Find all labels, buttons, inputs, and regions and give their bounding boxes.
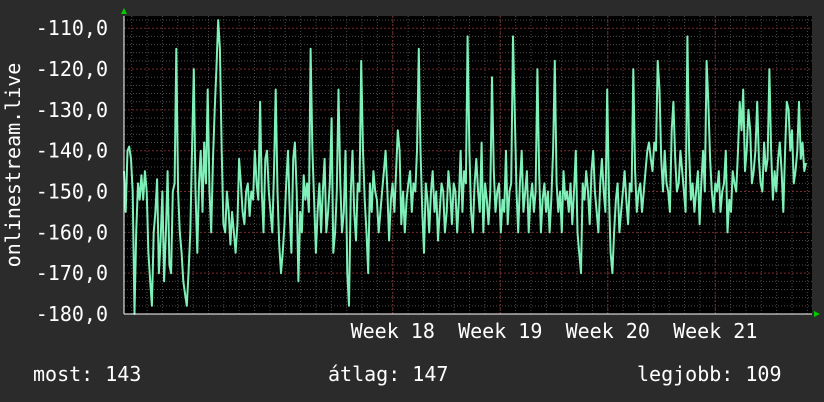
stat-best-label: legjobb: [637, 362, 734, 386]
y-tick-label: -150,0 [36, 180, 108, 204]
stat-average: átlag: 147 [328, 362, 448, 386]
y-axis-ticks: -110,0 -120,0 -130,0 -140,0 -150,0 -160,0 -170… [36, 16, 108, 326]
line-chart: -110,0 -120,0 -130,0 -140,0 -150,0 -160,0 -170… [1, 8, 820, 343]
x-tick-label: Week 20 [566, 319, 650, 343]
series-line [123, 19, 807, 315]
x-axis-arrow-icon [814, 311, 820, 317]
stat-current: most: 143 [33, 362, 141, 386]
axes [121, 8, 820, 317]
y-tick-label: -130,0 [36, 98, 108, 122]
stat-current-value: 143 [105, 362, 142, 386]
y-axis-arrow-icon [121, 8, 127, 14]
y-tick-label: -140,0 [36, 139, 108, 163]
y-axis-label: onlinestream.live [1, 63, 25, 268]
y-tick-label: -110,0 [36, 16, 108, 40]
y-tick-label: -180,0 [36, 302, 108, 326]
x-tick-label: Week 21 [673, 319, 757, 343]
y-tick-label: -120,0 [36, 57, 108, 81]
stat-average-label: átlag: [328, 362, 401, 386]
x-tick-label: Week 19 [458, 319, 542, 343]
stat-current-label: most: [33, 362, 94, 386]
y-tick-label: -160,0 [36, 220, 108, 244]
stat-best: legjobb: 109 [637, 362, 782, 386]
stat-best-value: 109 [745, 362, 782, 386]
footer-stats: most: 143 átlag: 147 legjobb: 109 [0, 362, 824, 390]
y-tick-label: -170,0 [36, 261, 108, 285]
x-tick-label: Week 18 [351, 319, 435, 343]
x-axis-ticks: Week 18 Week 19 Week 20 Week 21 [351, 319, 758, 343]
stat-average-value: 147 [412, 362, 449, 386]
